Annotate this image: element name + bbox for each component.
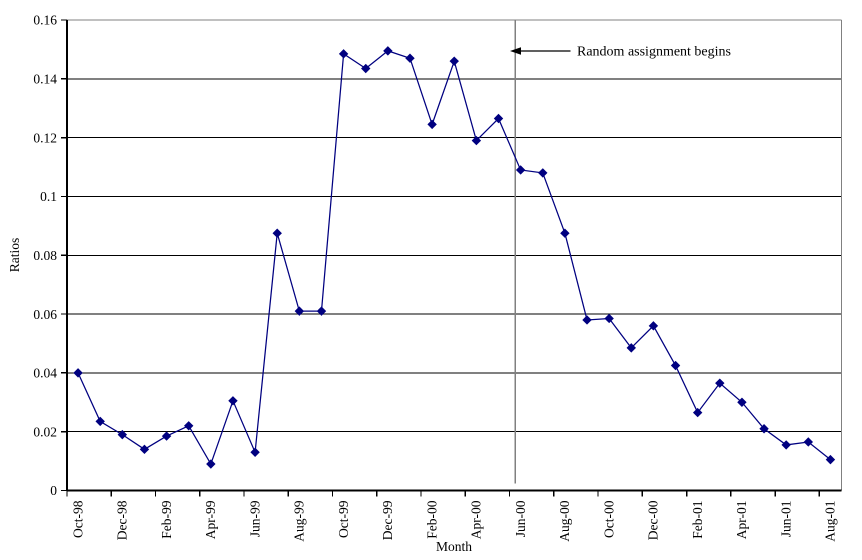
y-tick-label: 0.02	[33, 424, 57, 439]
data-point-marker	[117, 429, 128, 440]
data-point-marker	[316, 306, 327, 316]
annotation-text: Random assignment begins	[577, 45, 731, 60]
x-tick-label: Oct-98	[70, 500, 85, 538]
data-point-marker	[692, 407, 703, 418]
gridlines-layer	[67, 78, 842, 433]
plot-frame-layer	[67, 19, 843, 491]
data-point-marker	[405, 53, 415, 63]
x-tick-label: Apr-99	[203, 500, 218, 539]
x-tick-label: Apr-01	[734, 501, 749, 540]
y-tick-label: 0.06	[33, 307, 57, 322]
data-point-marker	[427, 119, 437, 130]
data-point-marker	[781, 440, 791, 450]
axes-layer: 0 0.02 0.04 0.06 0.08 0.1 0.12 0.14 0.16 Oct-98 De…	[33, 13, 842, 542]
data-point-marker	[825, 454, 836, 465]
data-series-layer	[73, 46, 836, 469]
data-point-marker	[582, 315, 592, 325]
x-tick-label: Jun-00	[513, 500, 528, 537]
x-axis-title: Month	[436, 539, 472, 554]
x-tick-label: Aug-99	[292, 500, 307, 541]
x-tick-label: Aug-00	[557, 500, 572, 541]
data-line	[77, 50, 831, 466]
data-point-marker	[715, 378, 725, 388]
data-point-marker	[493, 113, 504, 124]
data-point-marker	[228, 396, 238, 406]
data-point-marker	[250, 447, 260, 457]
x-tick-label: Oct-00	[601, 500, 616, 538]
data-point-marker	[272, 228, 282, 238]
data-point-marker	[161, 431, 172, 441]
x-tick-label: Jun-01	[778, 501, 793, 538]
data-point-marker	[338, 49, 349, 59]
x-tick-label: Dec-99	[380, 500, 395, 540]
data-point-marker	[73, 368, 83, 378]
data-point-marker	[206, 459, 216, 469]
y-tick-label: 0.12	[33, 130, 57, 145]
data-point-marker	[294, 306, 305, 316]
y-tick-label: 0.1	[40, 189, 57, 204]
y-tick-label: 0	[50, 483, 57, 498]
annotation-arrow-head-icon	[510, 47, 521, 55]
data-point-marker	[648, 321, 659, 331]
x-tick-label: Feb-01	[690, 501, 705, 539]
annotation-layer: Random assignment begins	[510, 20, 731, 484]
data-point-marker	[95, 416, 105, 427]
y-tick-label: 0.14	[33, 72, 57, 87]
data-point-marker	[471, 135, 482, 146]
data-point-marker	[560, 228, 570, 238]
data-point-marker	[803, 437, 814, 447]
x-tick-label: Aug-01	[823, 501, 838, 542]
x-tick-label: Jun-99	[247, 500, 262, 537]
x-tick-label: Apr-00	[469, 500, 484, 539]
data-point-marker	[604, 313, 614, 324]
data-point-marker	[538, 168, 548, 178]
data-point-marker	[383, 46, 393, 56]
data-point-marker	[759, 424, 769, 434]
x-tick-label: Dec-00	[646, 500, 661, 540]
data-point-marker	[670, 360, 681, 371]
y-axis-title: Ratios	[7, 238, 22, 273]
x-tick-label: Feb-99	[159, 500, 174, 538]
data-point-marker	[515, 165, 526, 175]
data-point-marker	[139, 444, 150, 455]
x-tick-label: Oct-99	[336, 500, 351, 538]
y-tick-label: 0.08	[33, 248, 57, 263]
y-tick-label: 0.16	[33, 13, 57, 28]
x-tick-label: Dec-98	[115, 500, 130, 540]
data-point-marker	[361, 63, 371, 74]
x-tick-label: Feb-00	[424, 500, 439, 538]
data-point-marker	[737, 397, 747, 407]
data-point-marker	[626, 343, 636, 353]
data-point-marker	[183, 421, 194, 431]
y-tick-label: 0.04	[33, 366, 57, 381]
data-point-marker	[449, 56, 459, 66]
